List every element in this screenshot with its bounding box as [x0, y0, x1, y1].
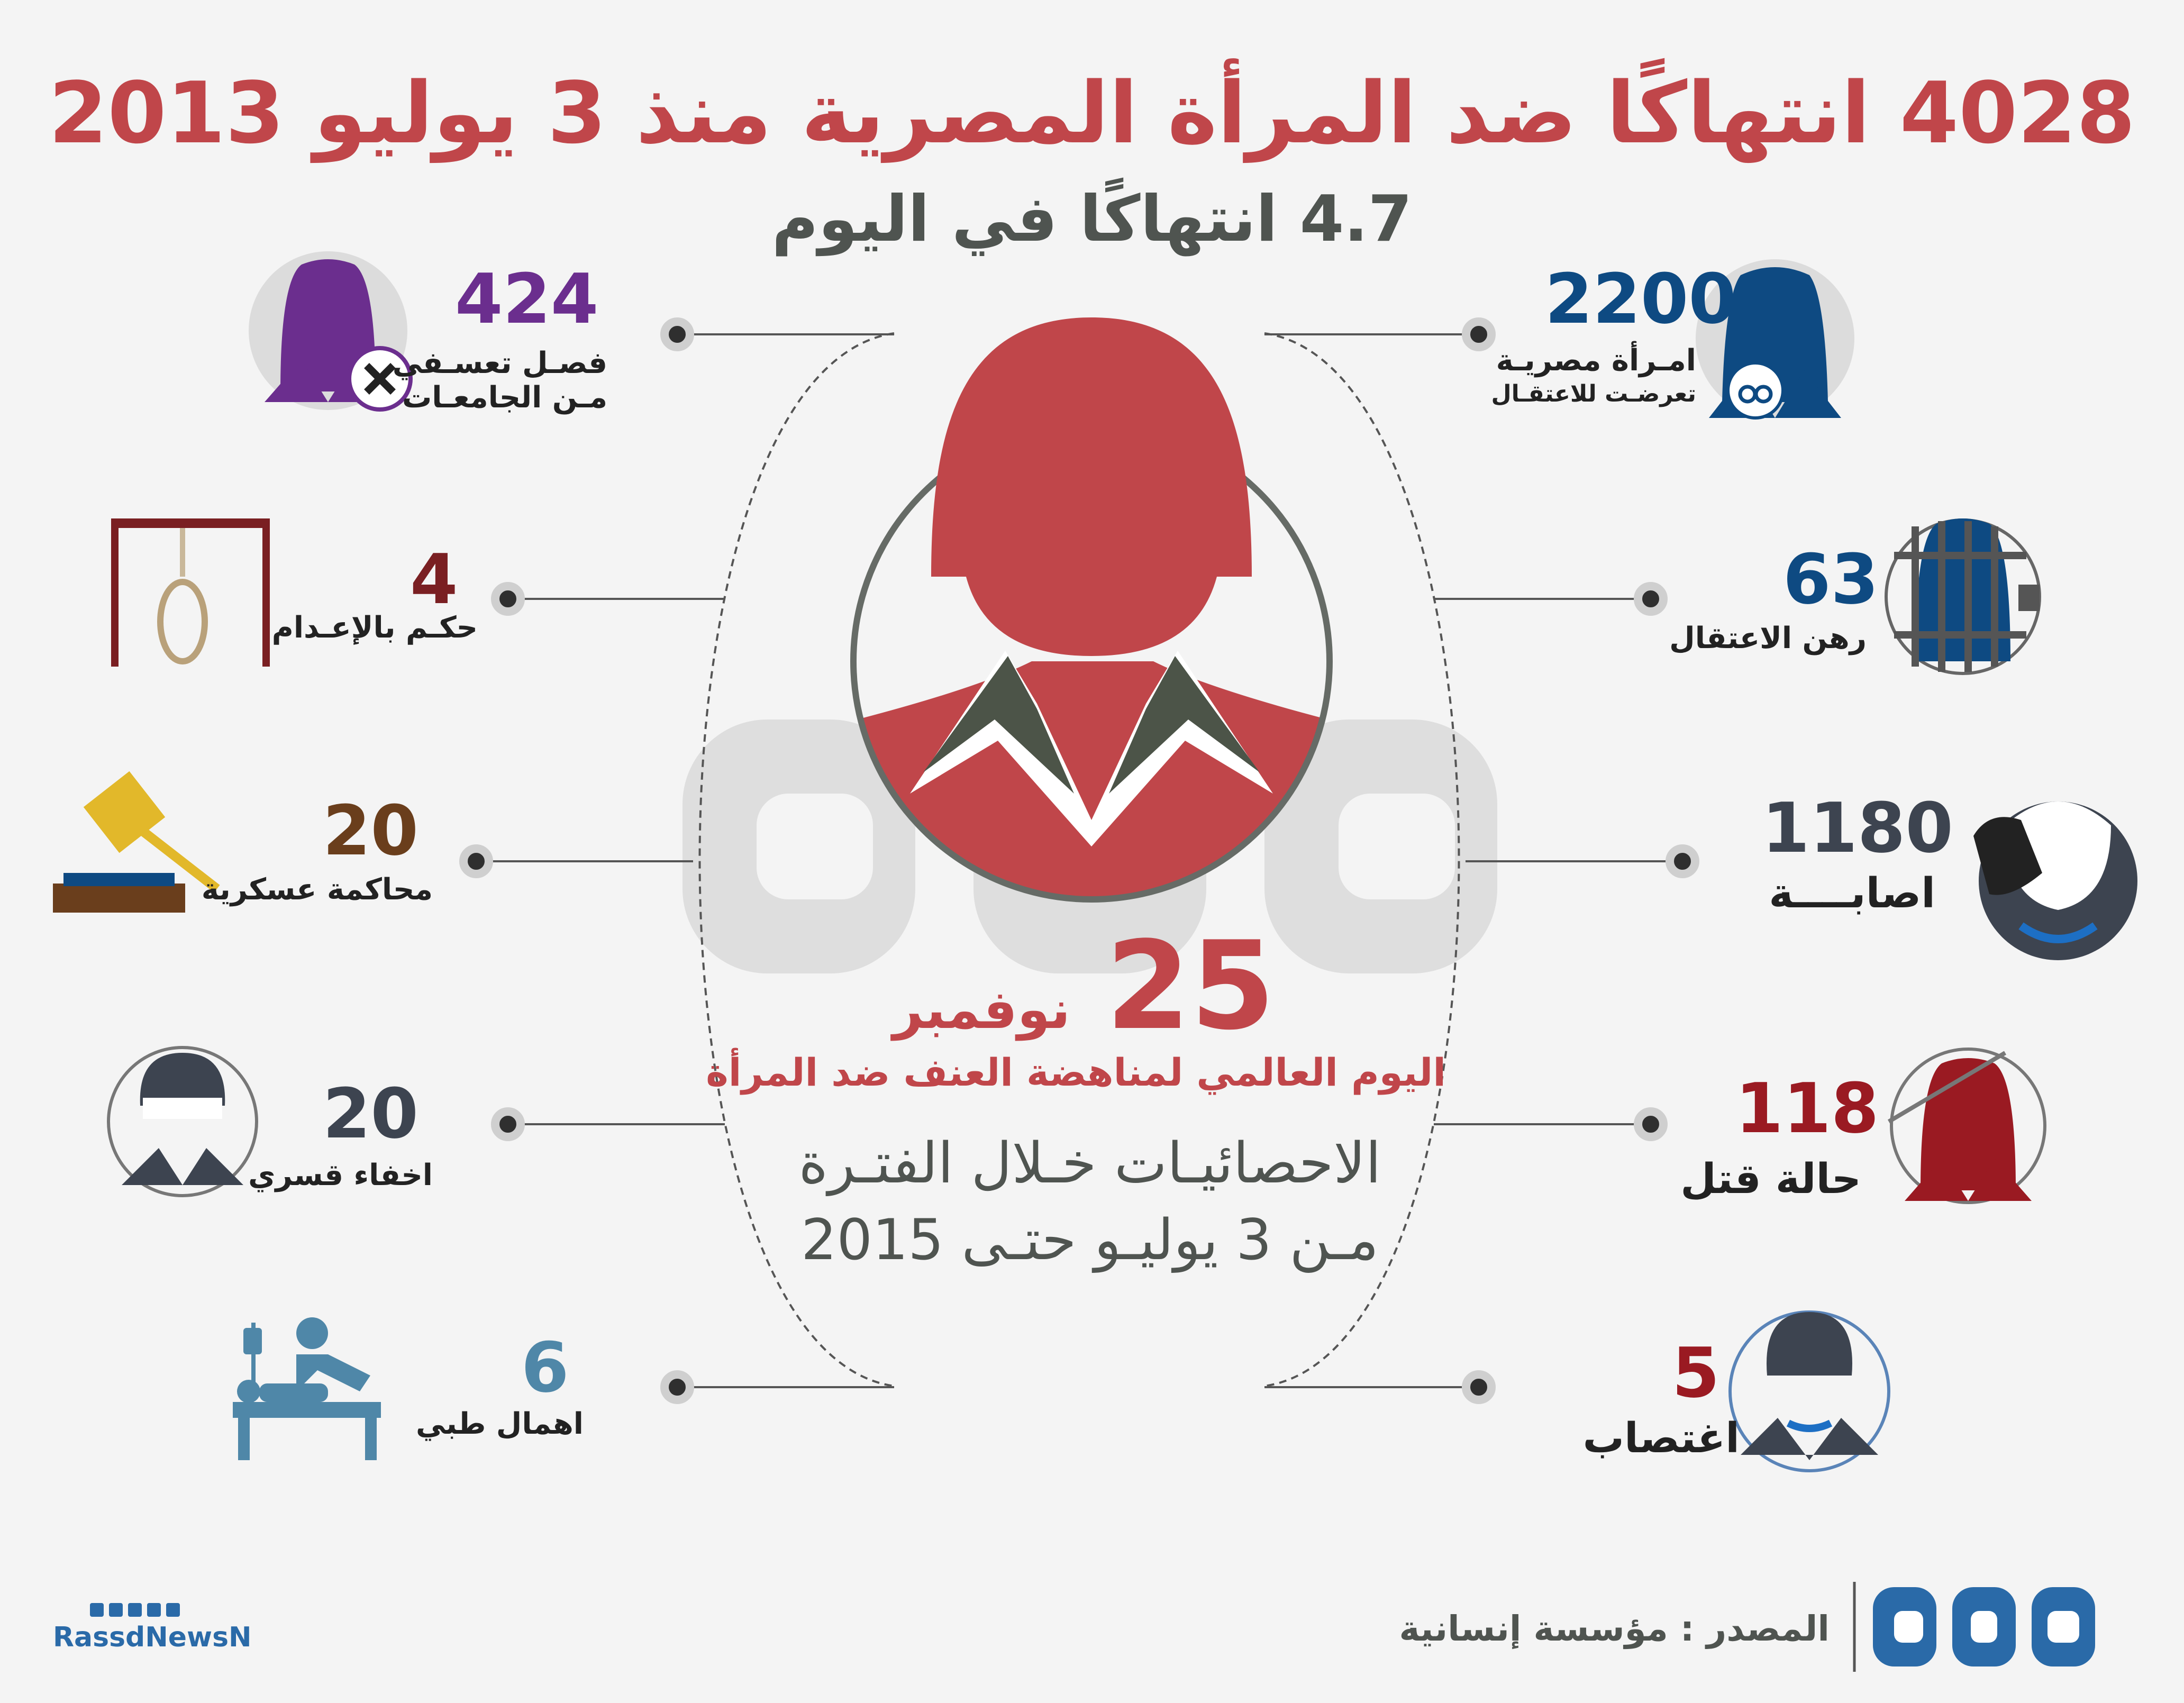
- stat-injuries-value: 1180: [1762, 788, 1953, 868]
- stat-expulsion-value: 424: [455, 259, 599, 339]
- stat-detained-sublabel: تعرضـت للاعتقـال: [1491, 380, 1696, 407]
- killed-woman-icon: [1887, 1048, 2046, 1204]
- gavel-icon: [53, 771, 220, 913]
- stat-death-sentence-label: حكـم بالإعـدام: [271, 611, 478, 645]
- left-dashed-arc: [698, 332, 895, 1387]
- stat-rape-value: 5: [1672, 1333, 1720, 1413]
- period-line-1: الاحصائيـات خـلال الفتـرة: [798, 1131, 1381, 1196]
- stat-injuries-label: اصابــــة: [1769, 870, 1935, 917]
- stat-military-trial-label: محاكمة عسكرية: [201, 872, 433, 907]
- handcuffed-woman-icon: [1696, 259, 1854, 420]
- expelled-woman-icon: [249, 251, 413, 412]
- stat-killings-label: حالة قتل: [1680, 1155, 1861, 1203]
- disappeared-woman-icon: [107, 1046, 258, 1197]
- brand-handle[interactable]: RassdNewsN: [53, 1622, 252, 1653]
- day-number: 25: [1106, 916, 1276, 1057]
- connector-dots: [459, 317, 1699, 1404]
- social-icons[interactable]: [90, 1603, 180, 1617]
- medical-neglect-icon: [233, 1317, 381, 1460]
- jailed-woman-icon: [1885, 518, 2041, 675]
- stat-in-detention-label: رهن الاعتقال: [1669, 621, 1867, 655]
- right-dashed-arc: [1264, 332, 1460, 1387]
- occasion-label: اليوم العالمي لمناهضة العنف ضد المرأة: [706, 1050, 1446, 1095]
- stat-expulsion-sublabel: مـن الجامعـات: [402, 380, 607, 415]
- stat-medical-neglect-value: 6: [521, 1327, 569, 1408]
- stat-disappearance-value: 20: [323, 1073, 418, 1154]
- stat-expulsion-label: فصـل تعسـفي: [392, 346, 607, 380]
- central-woman-icon: [850, 317, 1333, 903]
- injured-woman-icon: [1973, 802, 2137, 960]
- source-label: المصدر : مؤسسة إنسانية: [1399, 1608, 1830, 1649]
- stat-detained-value: 2200: [1545, 259, 1736, 339]
- stat-death-sentence-value: 4: [410, 539, 458, 620]
- raped-woman-icon: [1728, 1310, 1890, 1472]
- stat-military-trial-value: 20: [323, 790, 418, 871]
- stat-rape-label: اغتصاب: [1582, 1415, 1740, 1462]
- stat-disappearance-label: اخفاء قسري: [248, 1158, 433, 1192]
- period-line-2: مـن 3 يوليـو حتـى 2015: [801, 1207, 1379, 1272]
- month-label: نوفمبر: [893, 979, 1070, 1041]
- page-title: 4028 انتهاكًا ضد المرأة المصرية منذ 3 يو…: [48, 63, 2136, 162]
- stat-killings-value: 118: [1735, 1068, 1879, 1149]
- page-subtitle: 4.7 انتهاكًا في اليوم: [771, 183, 1413, 256]
- stat-medical-neglect-label: اهمال طبي: [416, 1407, 584, 1441]
- stat-in-detention-value: 63: [1783, 539, 1879, 620]
- gallows-icon: [111, 518, 270, 667]
- stat-detained-label: امـرأة مصريـة: [1496, 343, 1696, 378]
